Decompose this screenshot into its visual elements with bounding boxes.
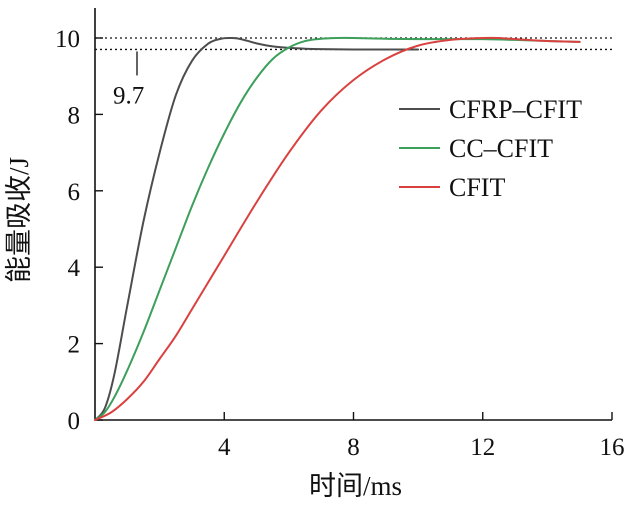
x-tick-label: 4	[218, 434, 231, 461]
legend-label-2: CC–CFIT	[449, 134, 553, 163]
y-axis-label: 能量吸收/J	[4, 157, 34, 283]
annotation-label: 9.7	[113, 82, 144, 109]
legend-label-1: CFRP–CFIT	[449, 95, 582, 124]
y-tick-label: 10	[55, 26, 80, 53]
y-tick-label: 0	[68, 408, 81, 435]
y-tick-label: 2	[68, 332, 81, 359]
y-tick-label: 8	[68, 102, 81, 129]
series-line-1	[94, 36, 420, 421]
x-tick-label: 16	[600, 434, 625, 461]
series-line-3	[94, 36, 581, 421]
y-tick-label: 6	[68, 179, 81, 206]
x-axis-label: 时间/ms	[309, 471, 402, 501]
plot-area: 4 8 12 16 0 2 4 6 8 10 9.7 CFRP–CFIT CC–CFIT CFIT	[55, 8, 625, 461]
x-tick-label: 12	[470, 434, 495, 461]
y-tick-label: 4	[68, 255, 81, 282]
legend-label-3: CFIT	[449, 173, 505, 202]
x-tick-label: 8	[347, 434, 360, 461]
